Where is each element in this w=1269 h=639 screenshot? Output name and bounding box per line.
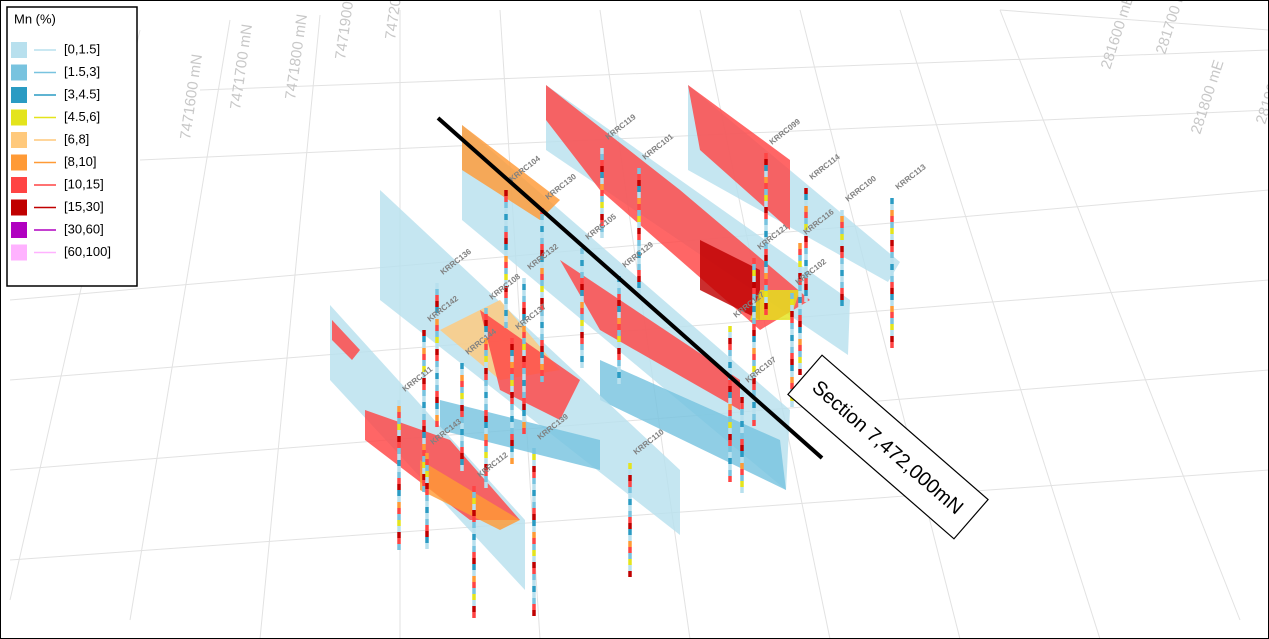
section-box: [787, 354, 989, 540]
legend-swatch: [11, 244, 27, 261]
legend-swatch: [11, 87, 27, 103]
legend: Mn (%) [0,1.5] [1.5,3] [3,4.5] [4.5,6] [6,8]…: [6, 6, 138, 287]
legend-label: [8,10]: [64, 154, 97, 169]
legend-label: [6,8]: [64, 131, 89, 146]
legend-label: [15,30]: [64, 199, 104, 214]
section-panel: [480, 310, 580, 420]
section-panel: [420, 460, 520, 530]
legend-items: [0,1.5] [1.5,3] [3,4.5] [4.5,6] [6,8] [8,10] […: [11, 41, 111, 261]
section-panel: [700, 240, 760, 320]
section-panel: [462, 125, 560, 220]
legend-label: [4.5,6]: [64, 109, 100, 124]
legend-swatch: [11, 154, 27, 171]
section-panel: [600, 360, 786, 490]
legend-swatch: [11, 222, 27, 238]
legend-box: [6, 6, 138, 287]
legend-swatch: [11, 177, 27, 193]
section-panels: [330, 85, 900, 590]
legend-swatch: [11, 64, 27, 81]
section-panel: [365, 410, 520, 520]
section-panel: [560, 260, 740, 410]
legend-title: Mn (%): [14, 11, 56, 26]
legend-swatch: [11, 42, 27, 58]
legend-label: [10,15]: [64, 176, 104, 191]
section-panel: [750, 290, 800, 320]
legend-swatch: [11, 109, 27, 126]
legend-label: [30,60]: [64, 221, 104, 236]
legend-label: [60,100]: [64, 244, 111, 259]
legend-label: [3,4.5]: [64, 86, 100, 101]
legend-swatch: [11, 199, 27, 216]
legend-label: [0,1.5]: [64, 41, 100, 56]
section-panel: [332, 320, 360, 360]
legend-label: [1.5,3]: [64, 64, 100, 79]
section-panel: [440, 400, 600, 470]
section-line: [436, 116, 824, 460]
legend-swatch: [11, 132, 27, 148]
drillholes: [397, 148, 894, 618]
